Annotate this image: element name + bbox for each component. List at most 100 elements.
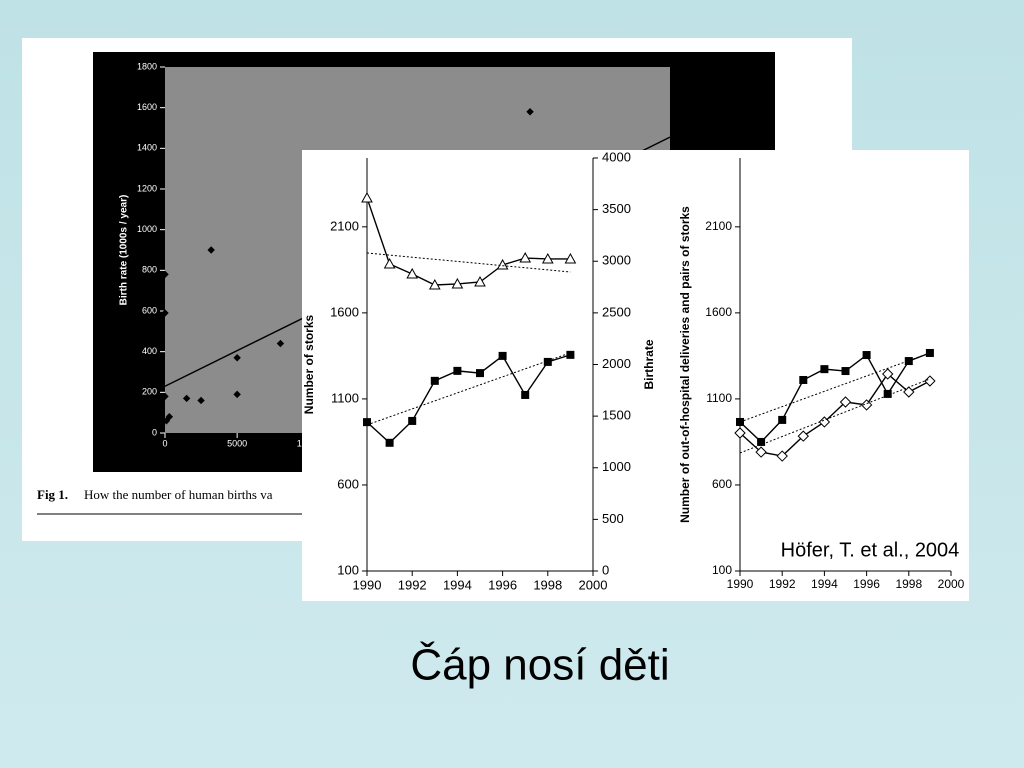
y-tick-label: 1200 bbox=[137, 183, 157, 193]
y2-tick-label: 4000 bbox=[602, 149, 631, 164]
series-line bbox=[739, 352, 931, 443]
diamond-marker bbox=[903, 386, 915, 398]
y-tick-label: 600 bbox=[712, 477, 732, 491]
y-tick-label: 600 bbox=[337, 476, 359, 491]
triangle-marker bbox=[383, 258, 396, 269]
y-tick-label: 1600 bbox=[330, 304, 359, 319]
square-marker bbox=[408, 416, 417, 425]
y2-tick-label: 500 bbox=[602, 511, 624, 526]
y-tick-label: 2100 bbox=[330, 218, 359, 233]
diamond-marker bbox=[776, 450, 788, 462]
square-marker bbox=[862, 351, 871, 360]
caption-label: Fig 1. bbox=[37, 487, 68, 502]
y-tick-label: 600 bbox=[142, 305, 157, 315]
x-tick-label: 5000 bbox=[227, 438, 247, 448]
slide-title: Čáp nosí děti bbox=[410, 640, 669, 690]
trend-line bbox=[739, 378, 931, 454]
y2-tick-label: 1500 bbox=[602, 408, 631, 423]
triangle-marker bbox=[451, 277, 464, 289]
y-tick-label: 1400 bbox=[137, 143, 157, 153]
square-marker bbox=[476, 369, 484, 378]
x-tick-label: 2000 bbox=[938, 577, 965, 591]
square-marker bbox=[778, 415, 787, 424]
square-marker bbox=[841, 367, 850, 376]
y2-tick-label: 1000 bbox=[602, 459, 631, 474]
diamond-marker bbox=[197, 396, 205, 405]
triangle-marker bbox=[474, 275, 486, 287]
y-tick-label: 200 bbox=[142, 387, 157, 397]
triangle-marker bbox=[361, 191, 373, 203]
square-marker bbox=[498, 351, 507, 360]
x-tick-label: 1996 bbox=[488, 577, 517, 592]
x-tick-label: 1998 bbox=[895, 577, 922, 591]
x-tick-label: 1992 bbox=[769, 577, 796, 591]
y-axis-label: Birth rate (1000s / year) bbox=[119, 195, 130, 306]
diamond-marker bbox=[162, 417, 171, 425]
square-marker bbox=[453, 366, 462, 375]
y2-tick-label: 3500 bbox=[602, 201, 631, 216]
diamond-marker bbox=[233, 354, 241, 362]
y-tick-label: 1600 bbox=[705, 305, 732, 319]
x-tick-label: 1990 bbox=[353, 577, 382, 592]
y-tick-label: 100 bbox=[337, 562, 359, 577]
storks-birthrate-chart: 100 600 1100 1600 2100 0 500 1000 1500 2000 2500 30… bbox=[302, 149, 656, 592]
diamond-marker bbox=[276, 339, 285, 348]
front-figure bbox=[302, 150, 969, 601]
triangle-marker bbox=[406, 267, 419, 279]
square-marker bbox=[820, 365, 829, 374]
square-marker bbox=[521, 390, 530, 399]
trend-line bbox=[739, 352, 931, 423]
series-line bbox=[366, 197, 571, 286]
y-tick-label: 1100 bbox=[331, 390, 359, 405]
diamond-marker bbox=[860, 399, 873, 411]
y-tick-label: 1000 bbox=[137, 224, 157, 234]
triangle-marker bbox=[519, 252, 532, 263]
y-tick-label: 100 bbox=[712, 563, 732, 577]
x-tick-label: 1994 bbox=[811, 577, 838, 591]
x-tick-label: 0 bbox=[162, 438, 167, 448]
y-tick-label: 1600 bbox=[137, 102, 157, 112]
diamond-marker bbox=[161, 270, 169, 279]
diamond-marker bbox=[182, 394, 191, 403]
x-tick-label: 1998 bbox=[533, 577, 562, 592]
y-tick-label: 400 bbox=[142, 346, 157, 356]
y2-axis-label: Birthrate bbox=[642, 339, 656, 389]
triangle-marker bbox=[428, 278, 441, 290]
x-tick-label: 2000 bbox=[579, 577, 608, 592]
square-marker bbox=[363, 418, 371, 427]
square-marker bbox=[904, 357, 913, 366]
diamond-marker bbox=[165, 413, 174, 421]
y2-tick-label: 3000 bbox=[602, 253, 631, 268]
diamond-marker bbox=[161, 392, 169, 401]
series-line bbox=[366, 354, 571, 444]
x-tick-label: 1992 bbox=[398, 577, 427, 592]
y-tick-label: 0 bbox=[152, 427, 157, 437]
caption-text: How the number of human births va bbox=[84, 487, 273, 502]
y2-tick-label: 2000 bbox=[602, 356, 631, 371]
y-axis-label: Number of out-of-hospital deliveries and… bbox=[678, 206, 692, 523]
x-tick-label: 1990 bbox=[727, 577, 754, 591]
square-marker bbox=[566, 350, 575, 359]
x-tick-label: 1994 bbox=[443, 577, 472, 592]
y-tick-label: 1100 bbox=[706, 391, 732, 405]
triangle-marker bbox=[541, 252, 554, 264]
y-axis-label: Number of storks bbox=[302, 315, 316, 415]
triangle-marker bbox=[564, 252, 577, 264]
diamond-marker bbox=[839, 396, 852, 408]
diamond-marker bbox=[881, 368, 894, 380]
diamond-marker bbox=[755, 446, 767, 458]
diamond-marker bbox=[207, 246, 215, 254]
y2-tick-label: 2500 bbox=[602, 304, 631, 319]
square-marker bbox=[925, 348, 934, 357]
triangle-marker bbox=[496, 258, 509, 270]
citation: Höfer, T. et al., 2004 bbox=[781, 539, 960, 561]
deliveries-chart: 100 600 1100 1600 2100 1990 1992 1994 1996 1998 20… bbox=[678, 158, 965, 591]
y-tick-label: 800 bbox=[142, 265, 157, 275]
y2-tick-label: 0 bbox=[602, 562, 609, 577]
y-tick-label: 2100 bbox=[705, 219, 732, 233]
diamond-marker bbox=[797, 430, 810, 442]
diamond-marker bbox=[161, 309, 169, 317]
square-marker bbox=[799, 375, 808, 384]
